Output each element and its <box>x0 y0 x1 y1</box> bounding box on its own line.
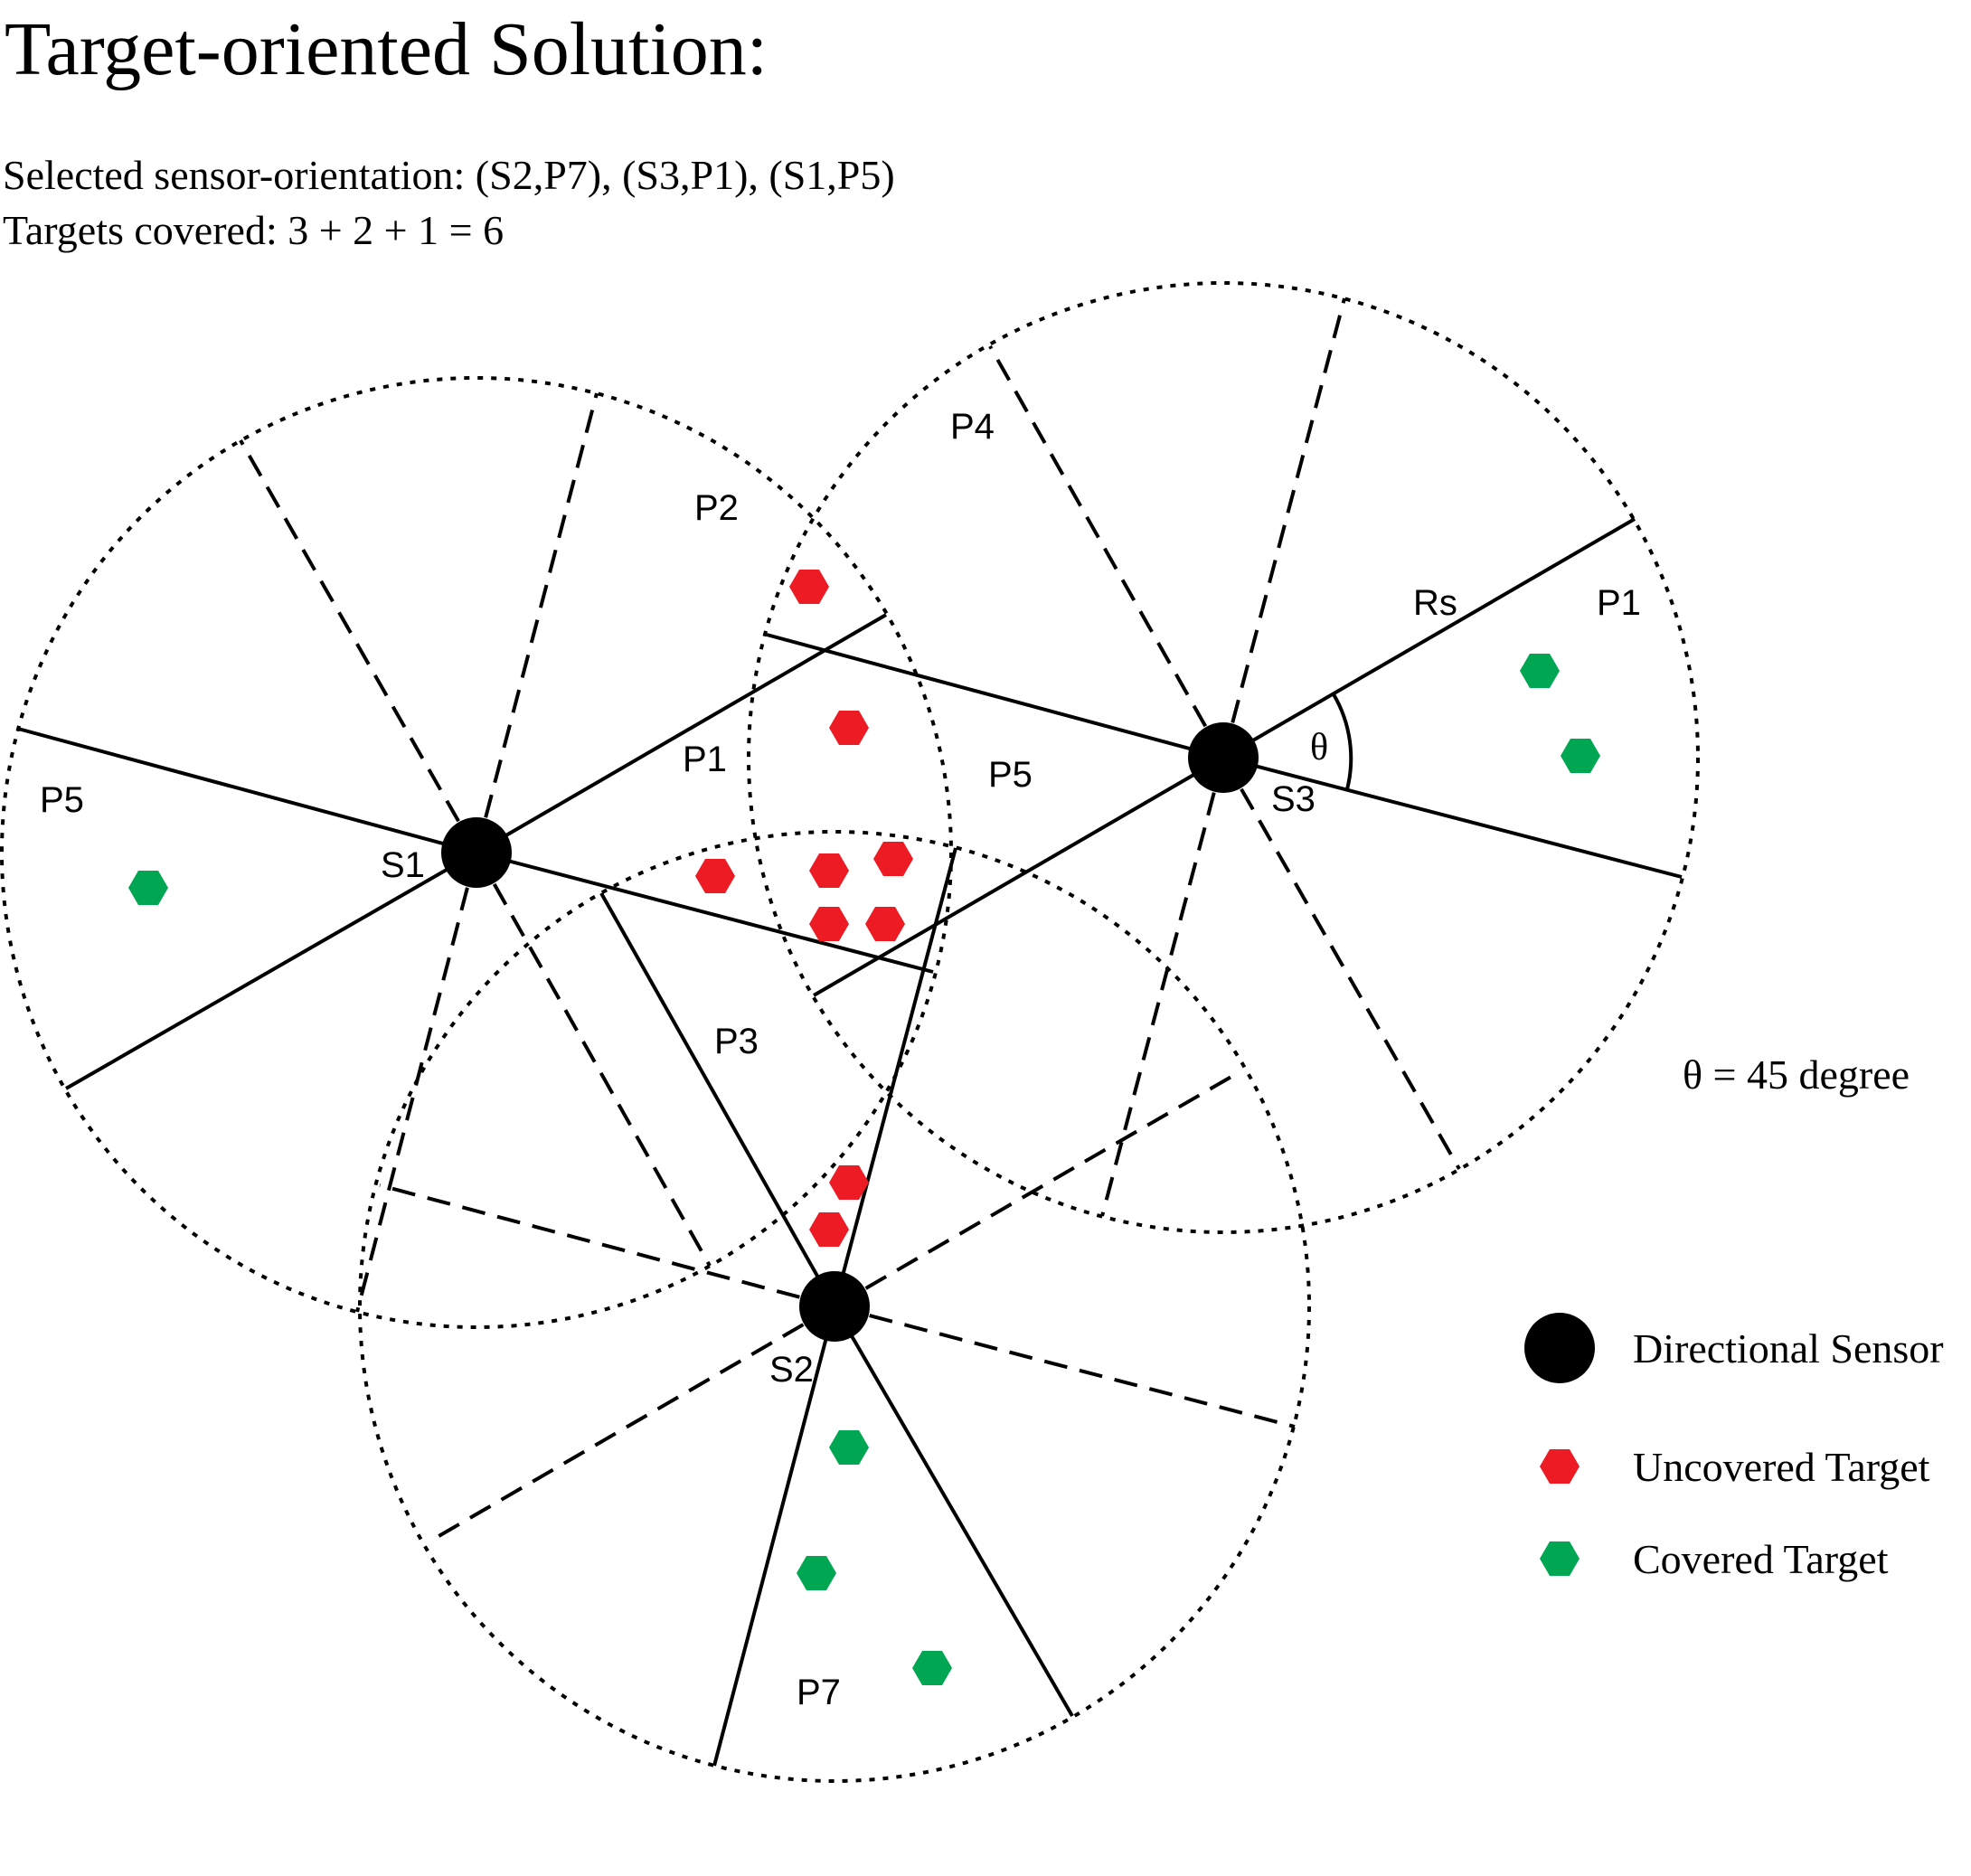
uncovered-target <box>829 1165 869 1200</box>
sensor-s2-range <box>358 830 1311 1783</box>
sensor-s1-sectors <box>17 392 934 1313</box>
legend-sensor-icon <box>1524 1313 1595 1383</box>
covered-target <box>128 871 168 905</box>
targets-covered-text: Targets covered: 3 + 2 + 1 = 6 <box>3 207 504 253</box>
theta-angle-arc <box>1332 693 1353 790</box>
uncovered-target <box>809 907 849 941</box>
sensor-s3-label: S3 <box>1271 779 1316 819</box>
s1-sector-label-p1: P1 <box>683 740 727 779</box>
s3-sector-label-p5: P5 <box>988 755 1033 795</box>
s1-sector-label-p5: P5 <box>40 780 84 820</box>
selected-orientation-text: Selected sensor-orientation: (S2,P7), (S… <box>3 152 895 198</box>
sensor-s3 <box>1188 722 1259 793</box>
s2-sector-label-p7: P7 <box>797 1673 841 1712</box>
sensor-s1 <box>441 817 512 888</box>
sensor-s2 <box>799 1271 870 1342</box>
uncovered-targets <box>695 570 913 1247</box>
uncovered-target <box>809 1212 849 1247</box>
legend-covered-label: Covered Target <box>1633 1536 1889 1582</box>
sensor-s2-label: S2 <box>769 1350 814 1390</box>
uncovered-target <box>865 907 905 941</box>
range-label: Rs <box>1413 583 1457 623</box>
legend-uncovered-icon <box>1540 1449 1580 1484</box>
theta-value-note: θ = 45 degree <box>1683 1051 1910 1098</box>
page-title: Target-oriented Solution: <box>5 7 768 91</box>
s1-sector-label-p3: P3 <box>714 1022 759 1061</box>
uncovered-target <box>809 853 849 888</box>
uncovered-target <box>829 711 869 745</box>
sensor-s3-sectors <box>766 297 1683 1217</box>
covered-target <box>1520 654 1560 688</box>
s3-sector-label-p4: P4 <box>950 407 995 447</box>
covered-target <box>829 1430 869 1465</box>
legend-covered-icon <box>1540 1541 1580 1576</box>
covered-target <box>912 1651 952 1685</box>
sensor-s1-range <box>0 376 953 1329</box>
covered-target <box>797 1556 836 1590</box>
covered-targets <box>128 654 1600 1685</box>
legend-uncovered-label: Uncovered Target <box>1633 1444 1930 1490</box>
legend-sensor-label: Directional Sensor <box>1633 1325 1944 1372</box>
theta-symbol: θ <box>1310 727 1328 768</box>
s3-sector-label-p1: P1 <box>1597 583 1641 623</box>
sensor-s2-sectors <box>379 847 1296 1767</box>
uncovered-target <box>873 842 913 876</box>
uncovered-target <box>695 859 735 893</box>
sensor-s1-label: S1 <box>381 845 425 885</box>
uncovered-target <box>789 570 829 604</box>
sensor-s3-range <box>747 281 1700 1234</box>
covered-target <box>1561 739 1600 773</box>
legend: Directional Sensor Uncovered Target Cove… <box>1524 1313 1944 1582</box>
s1-sector-label-p2: P2 <box>694 488 739 528</box>
